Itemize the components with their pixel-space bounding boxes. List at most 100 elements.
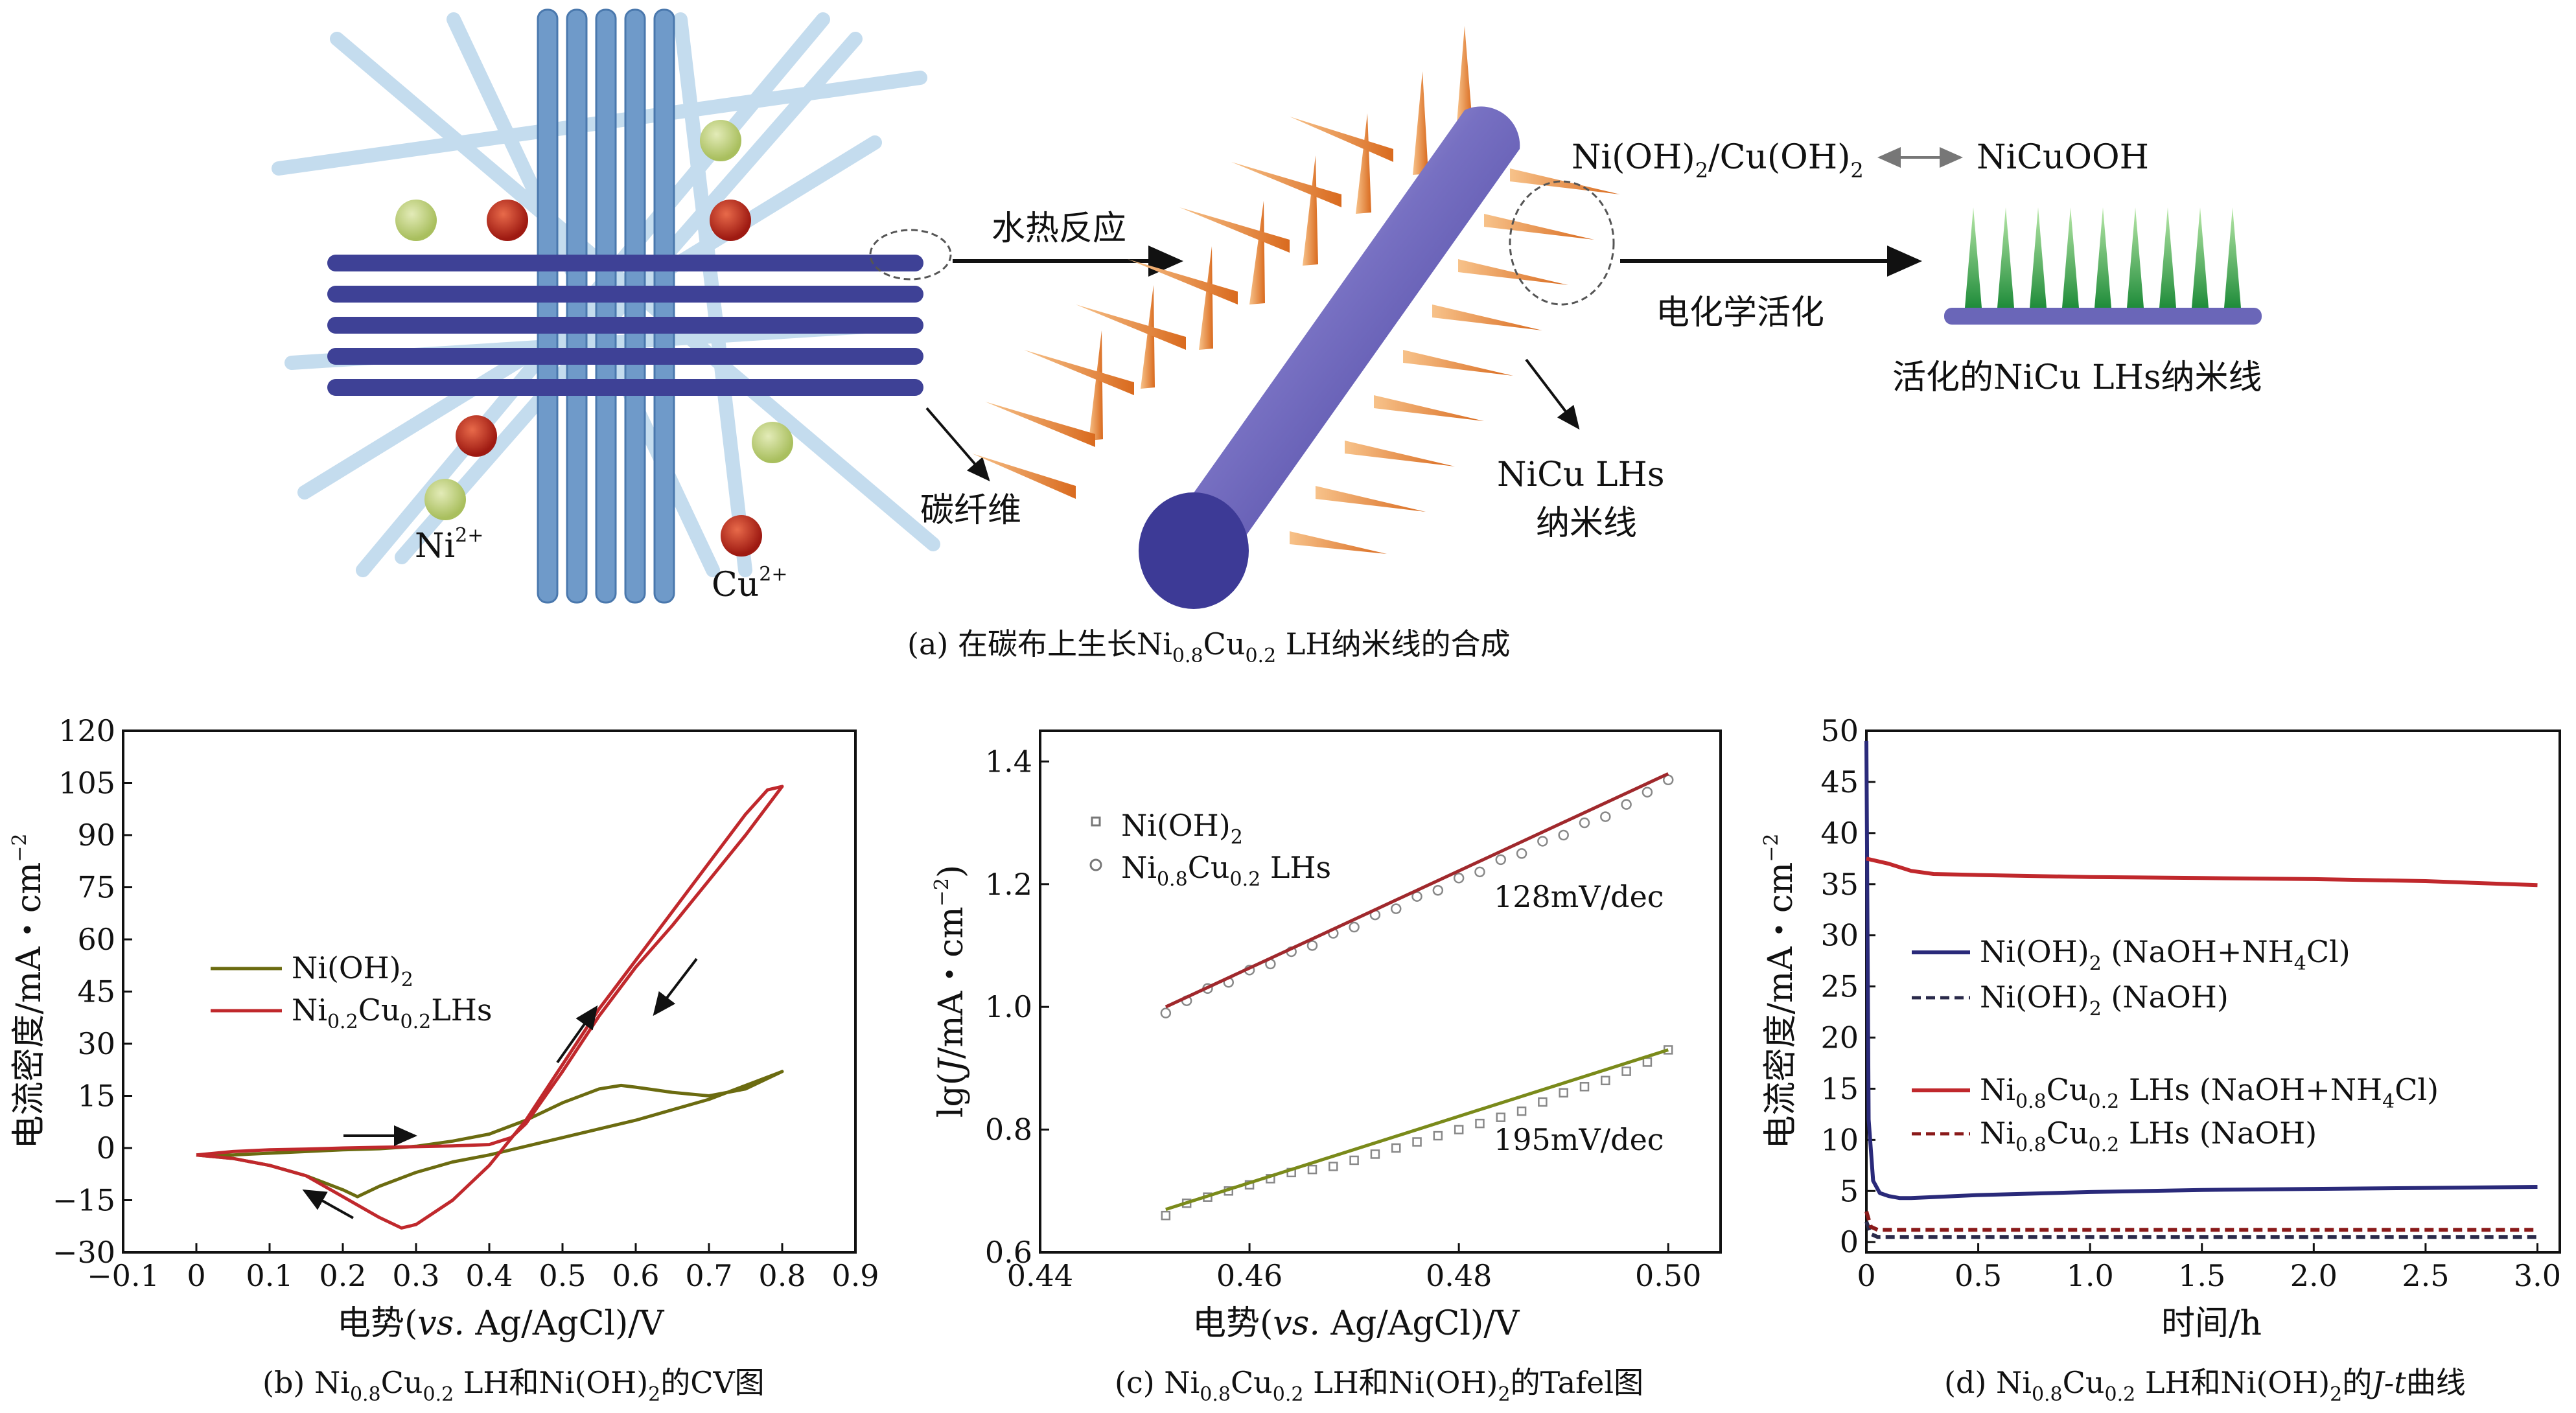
tafel-point <box>1475 1118 1485 1129</box>
cv-arrow-reverse <box>302 1189 354 1219</box>
y-tick-label: 0.8 <box>985 1112 1032 1147</box>
carbon-fiber-pointer <box>925 407 990 482</box>
jt-chart: 0 5 10 15 20 25 30 35 40 45 50 0 0.5 1.0 1.5 2.0 2.5 3.0… <box>1760 713 2561 1406</box>
tafel-fit-line <box>1165 772 1669 1009</box>
y-tick-label: 40 <box>1820 816 1859 851</box>
y-tick-label: 30 <box>1820 918 1859 953</box>
x-tick-label: 0.6 <box>612 1258 659 1293</box>
jt-series <box>1864 741 2538 1239</box>
tafel-point <box>1495 854 1507 866</box>
jt-series-line <box>1866 856 2538 888</box>
activated-nanowires <box>1944 207 2262 325</box>
tafel-fit-line <box>1165 1048 1669 1212</box>
tafel-point <box>1621 1066 1631 1076</box>
tafel-point <box>1642 787 1653 798</box>
tafel-point <box>1329 1162 1338 1171</box>
caption-c: (c) Ni0.8Cu0.2 LH和Ni(OH)2的Tafel图 <box>1115 1365 1643 1406</box>
y-tick-label: 0 <box>97 1131 115 1166</box>
activated-label: 活化的NiCu LHs纳米线 <box>1892 358 2262 397</box>
x-tick-label: −0.1 <box>87 1258 159 1293</box>
cu-ion-label: Cu2+ <box>712 563 788 604</box>
nanowire-rod <box>972 26 1620 609</box>
tafel-point <box>1579 817 1590 829</box>
tafel-point <box>1370 1149 1380 1159</box>
reaction-left: Ni(OH)2/Cu(OH)2 <box>1572 138 1864 183</box>
zoom-ellipse-rod <box>1509 180 1615 306</box>
ni-ion-label: Ni2+ <box>415 524 483 566</box>
zoom-ellipse-fiber <box>869 229 952 281</box>
cv-legend: Ni(OH)2 Ni0.2Cu0.2LHs <box>211 950 493 1033</box>
y-tick-label: 105 <box>58 766 115 801</box>
jt-series-line <box>1864 1211 2538 1232</box>
tafel-point <box>1538 1097 1548 1107</box>
cv-y-ticks: −30 −15 0 15 30 45 60 75 90 105 120 <box>52 713 132 1270</box>
svg-text:Ni0.8Cu0.2 LHs (NaOH+NH4Cl): Ni0.8Cu0.2 LHs (NaOH+NH4Cl) <box>1980 1072 2439 1113</box>
y-tick-label: −30 <box>52 1235 115 1270</box>
jt-y-label: 电流密度/mA・cm−2 <box>1760 833 1800 1149</box>
x-tick-label: 2.0 <box>2290 1258 2338 1293</box>
tafel-point <box>1516 848 1527 859</box>
tafel-y-ticks: 0.6 0.8 1.0 1.2 1.4 <box>985 744 1049 1270</box>
cv-chart: −30 −15 0 15 30 45 60 75 90 105 120 −0.1 0 0.1 0.2 0.3… <box>8 713 879 1406</box>
x-tick-label: 0.3 <box>392 1258 439 1293</box>
tafel-point <box>1307 1164 1317 1175</box>
tafel-point <box>1558 829 1569 841</box>
tafel-point <box>1600 811 1611 822</box>
y-tick-label: 15 <box>77 1079 115 1114</box>
x-tick-label: 1.0 <box>2067 1258 2114 1293</box>
reaction-right: NiCuOOH <box>1977 138 2149 177</box>
jt-y-ticks: 0 5 10 15 20 25 30 35 40 45 50 <box>1820 713 1875 1259</box>
tafel-point <box>1621 799 1632 810</box>
ion-spheres <box>395 120 793 557</box>
tafel-x-label: 电势(vs. Ag/AgCl)/V <box>1192 1304 1520 1343</box>
tafel-point <box>1412 1137 1422 1147</box>
y-tick-label: 10 <box>1820 1122 1859 1157</box>
y-tick-label: 50 <box>1820 713 1859 748</box>
y-tick-label: 1.2 <box>985 867 1032 902</box>
tafel-slope-top: 128mV/dec <box>1494 879 1664 914</box>
y-tick-label: −15 <box>52 1183 115 1218</box>
y-tick-label: 15 <box>1820 1071 1859 1106</box>
x-tick-label: 0.2 <box>319 1258 366 1293</box>
jt-series-line <box>1864 741 2538 1200</box>
cv-x-ticks: −0.1 0 0.1 0.2 0.3 0.4 0.5 0.6 0.7 0.8 0.9 <box>87 1243 879 1293</box>
x-tick-label: 0 <box>187 1258 205 1293</box>
tafel-point <box>1601 1075 1610 1086</box>
x-tick-label: 0.44 <box>1007 1258 1073 1293</box>
tafel-point <box>1454 1125 1464 1134</box>
x-tick-label: 0.8 <box>758 1258 806 1293</box>
svg-text:Ni(OH)2 (NaOH): Ni(OH)2 (NaOH) <box>1980 980 2229 1020</box>
cv-x-label: 电势(vs. Ag/AgCl)/V <box>337 1304 665 1343</box>
tafel-point <box>1160 1007 1172 1018</box>
y-tick-label: 1.0 <box>985 989 1032 1024</box>
y-tick-label: 35 <box>1820 867 1859 902</box>
cv-series-line <box>196 1070 784 1199</box>
tafel-point <box>1496 1112 1506 1122</box>
y-tick-label: 45 <box>77 974 115 1009</box>
wire-label-line2: 纳米线 <box>1536 504 1637 543</box>
tafel-point <box>1391 1143 1401 1153</box>
y-tick-label: 30 <box>77 1026 115 1061</box>
x-tick-label: 0.5 <box>1955 1258 2002 1293</box>
tafel-point <box>1642 1057 1653 1067</box>
x-tick-label: 2.5 <box>2402 1258 2449 1293</box>
x-tick-label: 0.9 <box>831 1258 879 1293</box>
tafel-point <box>1579 1082 1590 1092</box>
tafel-point <box>1349 921 1360 933</box>
x-tick-label: 0.5 <box>539 1258 586 1293</box>
svg-text:Ni(OH)2: Ni(OH)2 <box>292 950 413 991</box>
tafel-point <box>1390 903 1402 914</box>
tafel-point <box>1433 1131 1443 1141</box>
synthesis-schematic: Ni2+ Cu2+ 碳纤维 水热反应 <box>272 8 2262 667</box>
x-tick-label: 0.4 <box>465 1258 513 1293</box>
x-tick-label: 0.48 <box>1426 1258 1492 1293</box>
activation-label: 电化学活化 <box>1656 293 1824 332</box>
tafel-point <box>1453 873 1465 884</box>
spikes-right <box>1290 168 1620 554</box>
y-tick-label: 25 <box>1820 969 1859 1004</box>
svg-text:Ni(OH)2: Ni(OH)2 <box>1121 808 1243 849</box>
caption-a: (a) 在碳布上生长Ni0.8Cu0.2 LH纳米线的合成 <box>907 626 1510 667</box>
svg-text:Ni(OH)2 (NaOH+NH4Cl): Ni(OH)2 (NaOH+NH4Cl) <box>1980 934 2350 975</box>
tafel-series <box>1160 772 1674 1221</box>
jt-legend: Ni(OH)2 (NaOH+NH4Cl) Ni(OH)2 (NaOH) Ni0.… <box>1912 934 2439 1156</box>
